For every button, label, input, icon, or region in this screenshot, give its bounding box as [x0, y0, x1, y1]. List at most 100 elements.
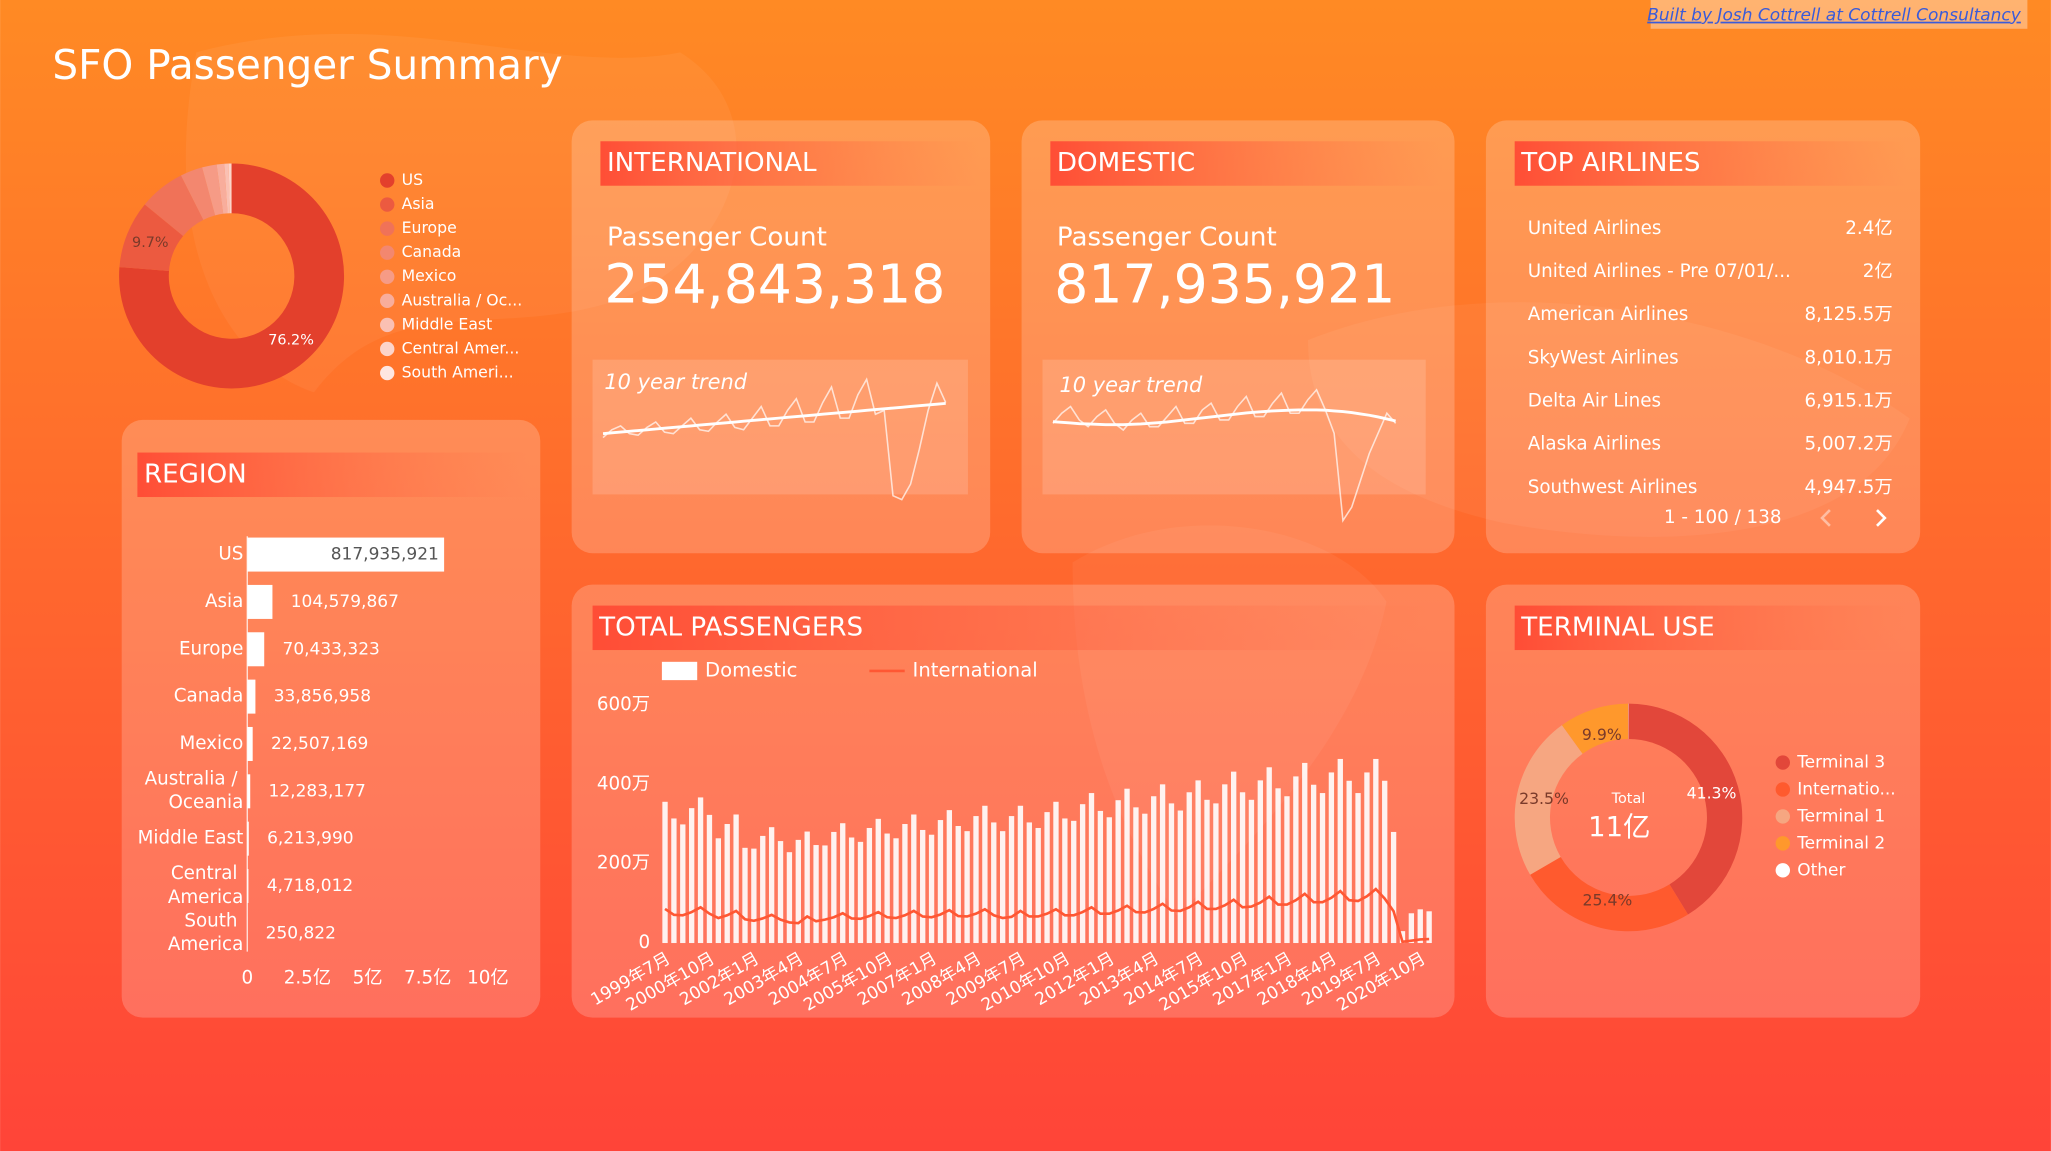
legend-label: Terminal 3: [1796, 753, 1885, 773]
bar: [1106, 817, 1112, 944]
bar: [1266, 767, 1272, 944]
legend-label: Middle East: [402, 314, 493, 333]
trend-line: [1052, 408, 1396, 427]
bar: [1133, 807, 1139, 944]
airline-name: Southwest Airlines: [1528, 477, 1698, 498]
bar: [973, 816, 979, 944]
y-tick-label: Europe: [179, 638, 243, 659]
slice-label: 25.4%: [1583, 891, 1633, 910]
bar: [1222, 784, 1228, 944]
bar: [982, 805, 988, 944]
card-title: REGION: [144, 459, 247, 489]
bar: [1337, 758, 1343, 944]
bar: [1284, 796, 1290, 944]
bar: [247, 537, 445, 572]
bar: [875, 818, 881, 944]
bar: [1239, 792, 1246, 944]
bar: [1275, 788, 1281, 944]
bar: [1426, 911, 1432, 944]
legend-label: Europe: [402, 218, 457, 237]
card-title: DOMESTIC: [1057, 148, 1195, 178]
y-tick-label: Middle East: [138, 828, 244, 849]
slice-label: 23.5%: [1519, 789, 1569, 808]
donut-slice: [224, 163, 230, 214]
bar: [955, 825, 961, 944]
legend-swatch: [380, 293, 395, 309]
bar: [822, 845, 828, 944]
kpi-value: 254,843,318: [604, 252, 945, 315]
bar: [1364, 772, 1370, 944]
airline-value: 8,010.1万: [1805, 347, 1893, 368]
legend-swatch: [1775, 782, 1790, 797]
sparkline-subtitle: 10 year trend: [1060, 373, 1203, 397]
legend-label: Domestic: [705, 658, 797, 681]
legend-label: US: [402, 170, 423, 189]
legend-swatch: [380, 317, 395, 333]
bar: [964, 831, 970, 944]
bar: [795, 839, 801, 944]
donut-slice: [1628, 703, 1743, 915]
bar: [1062, 818, 1068, 944]
bar: [1302, 762, 1308, 944]
legend-swatch: [380, 173, 395, 188]
y-tick-label: 200万: [597, 853, 650, 874]
value-label: 12,283,177: [269, 781, 366, 801]
card-title: INTERNATIONAL: [607, 148, 817, 178]
legend-swatch: [1775, 755, 1790, 770]
prev-page[interactable]: [1820, 509, 1831, 527]
legend-label: Canada: [402, 242, 462, 261]
donut-slice: [119, 163, 345, 389]
sparkline: [1052, 388, 1397, 523]
bar: [928, 834, 935, 944]
sparkline-box: [1042, 359, 1426, 495]
bar: [804, 831, 810, 944]
bar: [247, 632, 265, 667]
legend-swatch: [380, 365, 395, 381]
airline-name: United Airlines: [1528, 218, 1662, 239]
sparkline: [602, 377, 947, 501]
y-tick-label: Central America: [168, 863, 243, 908]
legend-label: South Ameri...: [402, 363, 514, 382]
bar: [1177, 810, 1184, 944]
page-title: SFO Passenger Summary: [52, 41, 562, 89]
x-tick-label: 7.5亿: [404, 967, 451, 988]
bar: [848, 837, 855, 944]
card-title: TERMINAL USE: [1520, 612, 1714, 642]
next-page[interactable]: [1876, 509, 1887, 527]
value-label: 4,718,012: [267, 876, 354, 896]
card-header: [1514, 605, 1908, 651]
bar: [751, 848, 757, 944]
bar: [247, 726, 253, 761]
bar: [840, 823, 846, 944]
legend-label: Australia / Oc...: [402, 290, 523, 309]
value-label: 817,935,921: [331, 545, 439, 565]
y-tick-label: 400万: [597, 773, 650, 794]
bar: [1399, 931, 1406, 944]
credit-link[interactable]: Built by Josh Cottrell at Cottrell Consu…: [1647, 6, 2022, 26]
bar: [1186, 792, 1192, 944]
legend-swatch: [380, 269, 395, 284]
y-tick-label: Canada: [174, 686, 244, 707]
donut-slice: [180, 167, 216, 220]
airline-name: Delta Air Lines: [1528, 391, 1661, 412]
value-label: 6,213,990: [267, 829, 354, 849]
legend-label: Asia: [402, 194, 435, 213]
bar: [1373, 758, 1379, 944]
bar: [1204, 799, 1210, 944]
card-header: [1050, 141, 1443, 186]
bar: [1346, 780, 1352, 944]
legend-label: International: [913, 658, 1038, 681]
y-tick-label: Mexico: [179, 733, 243, 754]
bar: [247, 821, 249, 856]
y-tick-label: South America: [168, 911, 243, 956]
bar: [742, 847, 748, 944]
bar: [937, 820, 944, 944]
bar: [697, 797, 704, 944]
bar: [1195, 780, 1201, 944]
y-tick-label: Australia / Oceania: [145, 769, 244, 814]
bar: [1159, 784, 1166, 944]
airline-name: United Airlines - Pre 07/01/...: [1528, 261, 1791, 282]
airline-value: 8,125.5万: [1805, 304, 1893, 325]
donut-slice: [216, 163, 228, 214]
airline-value: 5,007.2万: [1805, 434, 1893, 455]
